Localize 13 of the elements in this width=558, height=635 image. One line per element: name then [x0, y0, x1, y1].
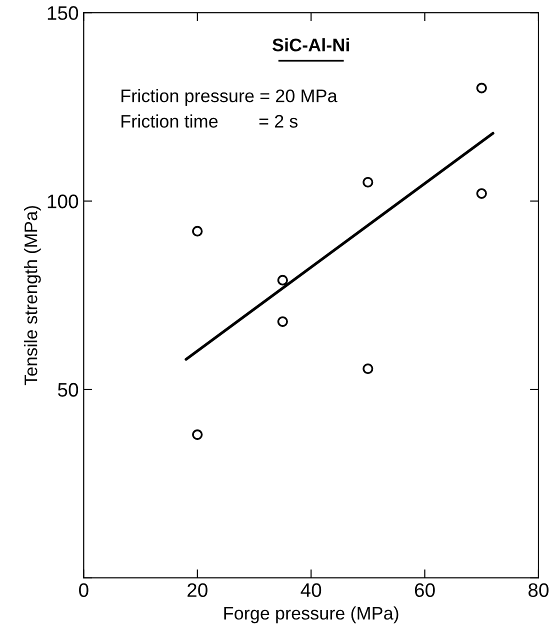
y-tick-label: 150: [48, 6, 78, 20]
x-tick-label: 40: [300, 583, 322, 597]
annotation: Friction pressure = 20 MPa: [122, 88, 338, 106]
y-axis-title: Tensile strength (MPa): [24, 206, 41, 386]
x-tick-label: 60: [414, 583, 435, 597]
x-tick-label: 20: [188, 583, 208, 597]
annotation: Friction time = 2 s: [122, 114, 298, 128]
y-tick-label: 100: [48, 194, 78, 208]
x-tick-label: 0: [79, 583, 88, 597]
x-axis-title: Forge pressure (MPa): [224, 606, 398, 624]
text: SiC-Al-Ni: [272, 38, 349, 52]
y-tick-label: 50: [58, 382, 78, 397]
x-tick-label: 80: [528, 583, 549, 597]
